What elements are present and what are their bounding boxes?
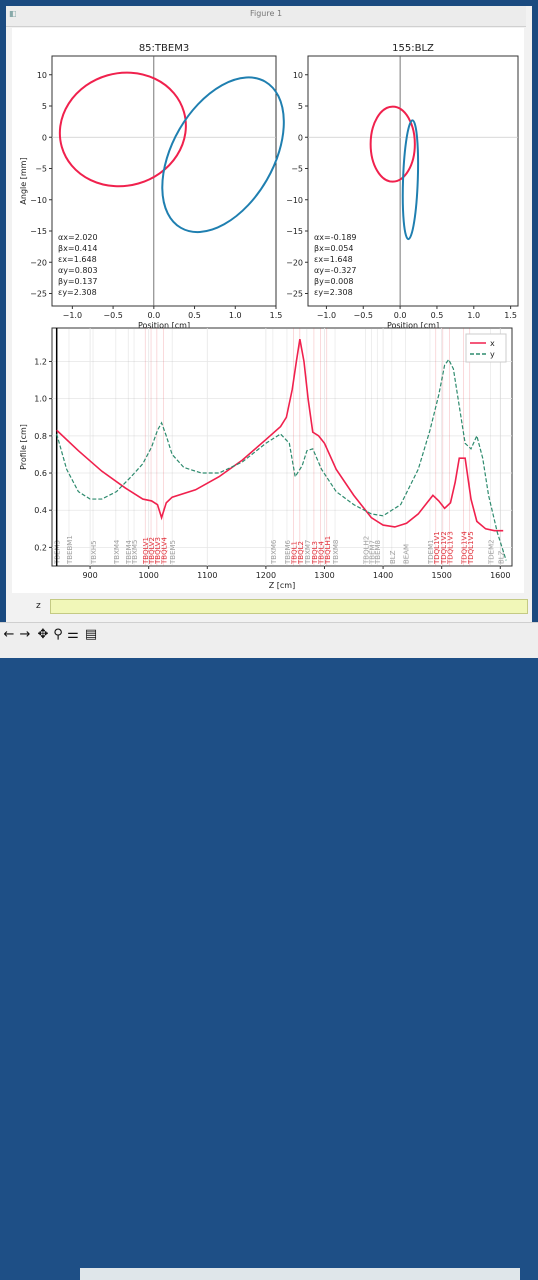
element-marker-label-23: BLZ [389, 550, 397, 564]
twiss-parameter-3: αy=-0.327 [314, 266, 357, 275]
y-axis-label: Profile [cm] [19, 424, 28, 470]
y-tick-label: −25 [30, 290, 47, 299]
x-tick-label: 1100 [197, 571, 217, 580]
x-tick-label: 0.0 [147, 311, 160, 320]
twiss-parameter-2: εx=1.648 [314, 255, 353, 264]
plot-title-0: 85:TBEM3 [139, 43, 189, 54]
twiss-parameter-4: βy=0.008 [314, 277, 353, 286]
element-marker-label-10: TBEM5 [169, 540, 177, 565]
y-tick-label: −10 [286, 196, 303, 205]
y-tick-label: −15 [286, 227, 303, 236]
navigation-toolbar: ← → ✥ ⚲ ⚌ ▤ [0, 622, 538, 658]
y-tick-label: −20 [30, 258, 47, 267]
figure-window: ◧ Figure 1 85:TBEM3 −1.0 −0.5 0.0 0.5 1.0 1.5 1… [0, 0, 538, 657]
twiss-parameter-4: βy=0.137 [58, 277, 97, 286]
y-tick-label: 0.8 [34, 432, 47, 441]
y-tick-label: 0 [298, 133, 303, 142]
x-axis-label: Z [cm] [269, 581, 295, 590]
y-tick-label: −10 [30, 196, 47, 205]
y-tick-label: −5 [291, 165, 303, 174]
y-tick-label: −20 [286, 258, 303, 267]
x-tick-label: 1300 [314, 571, 334, 580]
twiss-parameter-2: εx=1.648 [58, 255, 97, 264]
element-marker-label-9: TBQLV4 [160, 536, 168, 565]
x-tick-label: 900 [82, 571, 97, 580]
twiss-parameter-5: εy=2.308 [314, 288, 353, 297]
y-tick-label: −15 [30, 227, 47, 236]
status-bar: z [14, 596, 524, 618]
element-marker-label-30: TDQL1V5 [467, 531, 475, 565]
y-tick-label: −5 [35, 165, 47, 174]
pan-icon[interactable]: ✥ [36, 627, 50, 643]
element-marker-label-2: TBXH5 [90, 540, 98, 565]
x-tick-label: 0.0 [394, 311, 407, 320]
x-tick-label: 1600 [490, 571, 510, 580]
configure-subplots-icon[interactable]: ⚌ [66, 627, 80, 643]
element-marker-label-3: TBXM4 [113, 539, 121, 565]
x-tick-label: 1000 [139, 571, 159, 580]
y-tick-label: 10 [37, 71, 47, 80]
legend-box [466, 334, 506, 362]
twiss-parameter-1: βx=0.414 [58, 244, 97, 253]
y-tick-label: 0.6 [34, 469, 47, 478]
y-tick-label: −25 [286, 290, 303, 299]
figure-svg: 85:TBEM3 −1.0 −0.5 0.0 0.5 1.0 1.5 10 5 0 −5 −10 −15… [12, 28, 524, 593]
element-marker-label-22: TBEM8 [374, 540, 382, 565]
element-marker-label-1: TBEBM1 [66, 535, 74, 565]
element-marker-label-24: BEAM [402, 544, 410, 564]
z-field[interactable] [50, 599, 528, 614]
y-tick-label: 1.0 [34, 395, 47, 404]
back-arrow-icon[interactable]: ← [2, 627, 16, 643]
y-tick-label: 1.2 [34, 357, 47, 366]
x-tick-label: 1400 [373, 571, 393, 580]
x-tick-label: 1.0 [229, 311, 242, 320]
element-marker-label-31: TDEM2 [487, 539, 495, 565]
element-marker-label-28: TDQL1V3 [446, 531, 454, 565]
element-marker-label-5: TBXM5 [131, 540, 139, 565]
element-marker-label-19: TBXM8 [332, 540, 340, 565]
y-tick-label: 5 [298, 102, 303, 111]
twiss-parameter-5: εy=2.308 [58, 288, 97, 297]
plot-title-1: 155:BLZ [392, 43, 434, 54]
x-tick-label: 1.5 [270, 311, 283, 320]
twiss-parameter-3: αy=0.803 [58, 266, 98, 275]
legend-label-x: x [490, 339, 495, 348]
twiss-parameter-0: αx=2.020 [58, 233, 98, 242]
y-axis-label: Angle [mm] [19, 157, 28, 204]
element-marker-label-18: TBQLH1 [324, 536, 332, 565]
x-tick-label: 0.5 [431, 311, 444, 320]
z-label: z [36, 601, 41, 611]
x-tick-label: 1.5 [504, 311, 517, 320]
title-bar[interactable]: ◧ Figure 1 [6, 6, 526, 27]
twiss-parameter-1: βx=0.054 [314, 244, 353, 253]
x-tick-label: −0.5 [103, 311, 122, 320]
y-tick-label: 0 [42, 133, 47, 142]
twiss-parameter-0: αx=-0.189 [314, 233, 357, 242]
x-tick-label: 1200 [256, 571, 276, 580]
element-marker-label-11: TBXM6 [270, 539, 278, 565]
x-tick-label: −1.0 [63, 311, 82, 320]
x-tick-label: 1500 [432, 571, 452, 580]
y-tick-label: 0.4 [34, 506, 47, 515]
taskbar-strip [80, 1268, 520, 1280]
window-title: Figure 1 [6, 9, 526, 18]
forward-arrow-icon[interactable]: → [18, 627, 32, 643]
x-tick-label: 0.5 [188, 311, 201, 320]
x-tick-label: −1.0 [317, 311, 336, 320]
x-tick-label: 1.0 [467, 311, 480, 320]
y-tick-label: 10 [293, 71, 303, 80]
y-tick-label: 0.2 [34, 543, 47, 552]
x-tick-label: −0.5 [354, 311, 373, 320]
element-marker-label-0: TBEM3 [54, 540, 62, 565]
legend-label-y: y [490, 350, 495, 359]
element-marker-label-32: BLZ [497, 550, 505, 564]
zoom-icon[interactable]: ⚲ [51, 627, 65, 643]
figure-canvas[interactable]: 85:TBEM3 −1.0 −0.5 0.0 0.5 1.0 1.5 10 5 0 −5 −10 −15… [12, 28, 524, 593]
save-icon[interactable]: ▤ [84, 627, 98, 643]
y-tick-label: 5 [42, 102, 47, 111]
